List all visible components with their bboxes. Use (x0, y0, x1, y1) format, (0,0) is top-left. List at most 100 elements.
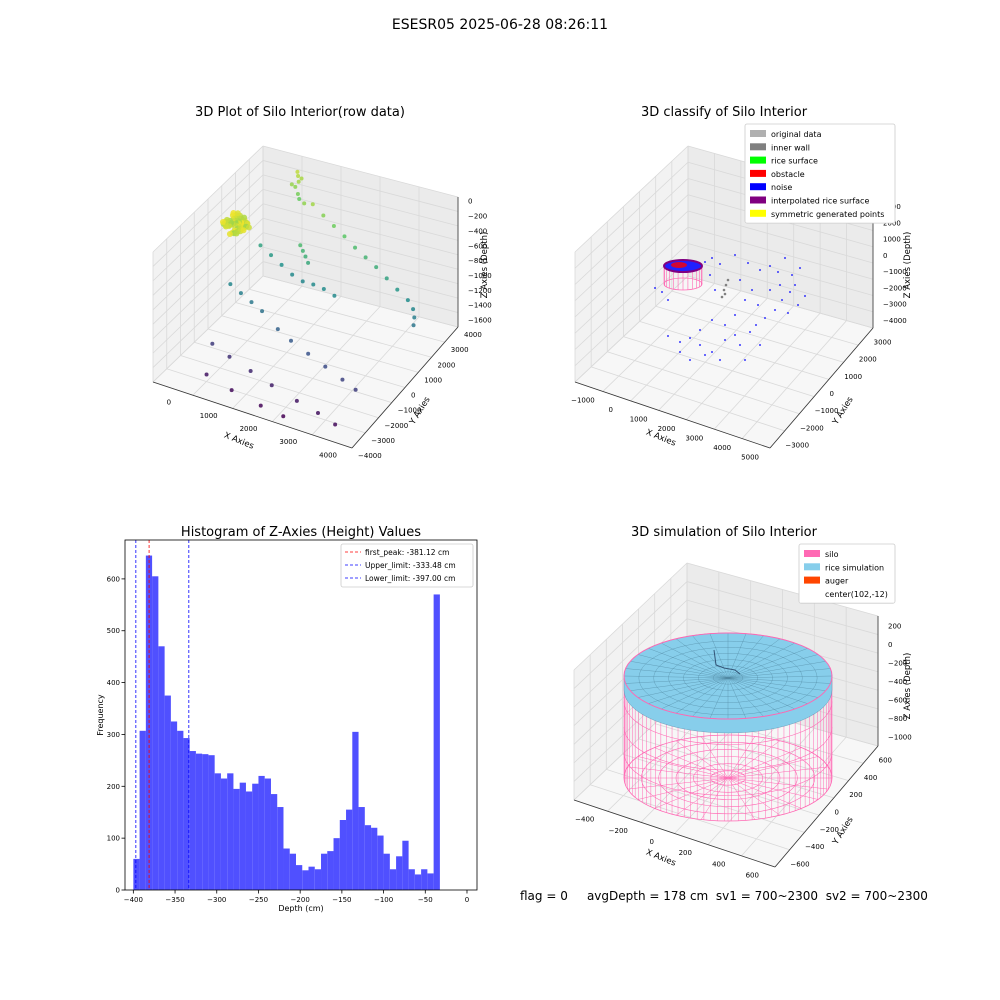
sim-x-tick-label: 400 (712, 860, 725, 868)
cls-legend-swatch (750, 130, 766, 137)
raw-grid-wall-z (152, 145, 264, 253)
raw-y-tick-label: −1000 (398, 407, 422, 415)
cls-grid-wall-z (574, 259, 689, 367)
raw-data-point (248, 369, 253, 374)
raw-data-point (258, 243, 263, 248)
sim-rice-mesh-spoke (727, 677, 781, 714)
hist-bar (408, 869, 415, 890)
sim-silo-floor-spoke (675, 777, 729, 816)
sim-z-tick-label: −800 (888, 715, 907, 723)
raw-data-point (395, 287, 400, 292)
raw-x-axis-title: X Axies (222, 431, 255, 452)
raw-z-axis-title: Z Axies (Depth) (480, 232, 490, 299)
sim-grid-floor-y (638, 738, 834, 799)
hist-x-tick-label: −150 (332, 896, 351, 904)
raw-data-point (374, 265, 379, 270)
cls-noise-point (751, 289, 753, 291)
cls-grid-wall-z (574, 178, 689, 285)
sim-rice-mesh-spoke (692, 677, 729, 717)
cls-noise-point (797, 304, 799, 306)
hist-y-tick-label: 200 (107, 783, 120, 791)
raw-data-point (296, 179, 301, 184)
cls-grid-wall-z (687, 226, 874, 280)
cls-grid-floor-y (591, 366, 785, 432)
cls-grid-floor-x (630, 290, 742, 402)
raw-cluster-point (226, 230, 233, 237)
cls-noise-point (679, 341, 681, 343)
cls-legend-swatch (750, 196, 766, 204)
figure-title: ESESR05 2025-06-28 08:26:11 (391, 17, 609, 33)
hist-bar (133, 858, 140, 890)
sim-silo-floor-spoke (727, 777, 819, 800)
sim-rice-mesh-spoke (625, 668, 729, 679)
raw-data-point (300, 279, 305, 284)
cls-y-tick-label: 0 (830, 390, 834, 398)
sim-grid-wall-z (573, 599, 688, 708)
raw-data-point (298, 243, 303, 248)
cls-y-tick-label: 1000 (844, 373, 862, 381)
sim-rice-mesh-spoke (727, 677, 826, 691)
hist-bar (220, 778, 228, 890)
cls-inner-wall-point (724, 283, 728, 287)
hist-x-tick-label: −200 (291, 896, 310, 904)
raw-y-tick-label: 1000 (424, 376, 442, 384)
raw-data-point (302, 201, 307, 206)
cls-pane-floor (575, 276, 873, 448)
sim-rice-mesh-spoke (727, 677, 747, 719)
raw-data-point (210, 341, 215, 346)
raw-cluster-point (233, 230, 240, 237)
hist-x-tick-label: −50 (418, 896, 433, 904)
raw-data-point (315, 410, 320, 415)
hist-bar (152, 576, 159, 890)
sim-rice-mesh-spoke (727, 642, 795, 679)
hist-y-axis-title: Frequency (96, 694, 105, 736)
cls-noise-point (799, 267, 801, 269)
sim-rice-mesh-spoke (727, 677, 795, 710)
cls-grid-wall-z (687, 210, 874, 264)
raw-data-point (249, 300, 254, 305)
hist-bar (402, 840, 409, 890)
cls-legend-swatch (750, 169, 766, 177)
status-sv1: sv1 = 700~2300 (715, 889, 819, 903)
raw-cluster-point (240, 227, 247, 234)
cls-inner-wall-point (726, 278, 730, 282)
cls-noise-point (704, 261, 706, 263)
sim-x-axis-line (573, 799, 776, 868)
raw-data-point (405, 298, 410, 303)
sim-x-tick-label: 200 (679, 849, 692, 857)
status-flag: flag = 0 (520, 889, 568, 903)
sim-rice-mesh-spoke (661, 642, 729, 679)
sim-rice-mesh-spoke (661, 677, 729, 710)
sim-rice-mesh-spoke (727, 677, 808, 704)
cls-noise-point (749, 331, 751, 333)
cls-y-tick-label: −3000 (785, 441, 809, 449)
raw-y-tick-label: 0 (411, 392, 415, 400)
cls-noise-point (759, 344, 761, 346)
hist-y-tick-label: 400 (107, 679, 120, 687)
raw-data-point (281, 414, 286, 419)
hist-bar (414, 874, 422, 890)
sim-rice-mesh-spoke (637, 654, 729, 679)
cls-grid-floor-y (623, 336, 815, 397)
sim-y-tick-label: 600 (879, 757, 892, 765)
sim-silo-floor-spoke (700, 777, 729, 820)
cls-inner-wall-point (720, 295, 724, 299)
sim-z-tick-label: −200 (888, 659, 907, 667)
raw-z-tick-label: −1400 (468, 302, 492, 310)
cls-legend-swatch (750, 209, 766, 217)
raw-data-point (297, 197, 302, 202)
sim-z-tick-label: 200 (888, 622, 901, 630)
raw-data-point (299, 176, 304, 181)
cls-noise-point (734, 314, 736, 316)
raw-data-point (296, 174, 301, 179)
hist-bar (308, 866, 315, 890)
cls-x-tick-label: 1000 (630, 416, 648, 424)
raw-data-point (306, 260, 311, 265)
sim-legend-label: auger (825, 577, 849, 586)
sim-legend-label: silo (825, 550, 839, 559)
sim-grid-wall-z (686, 581, 879, 635)
cls-noise-point (791, 274, 793, 276)
hist-y-tick-label: 300 (107, 731, 120, 739)
raw-grid-wall-z (262, 160, 459, 212)
cls-z-tick-label: −1000 (883, 268, 907, 276)
